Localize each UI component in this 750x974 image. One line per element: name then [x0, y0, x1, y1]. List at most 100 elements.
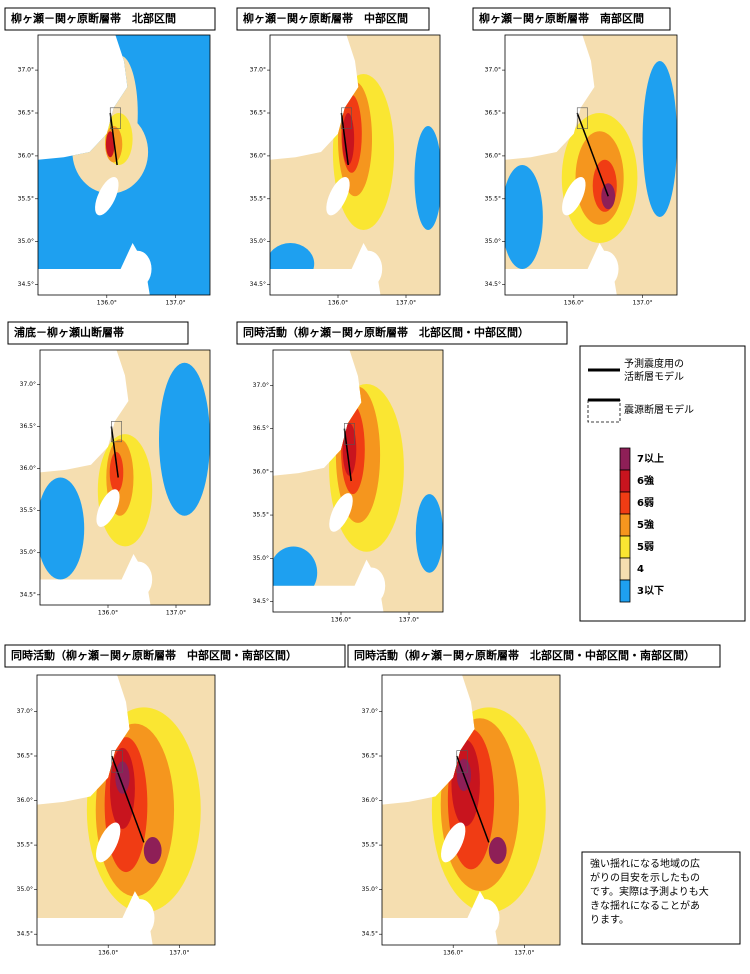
panel-title: 同時活動（柳ヶ瀬－関ヶ原断層帯 北部区間・中部区間・南部区間） — [354, 648, 695, 662]
note-text: きな揺れになることがあ — [590, 899, 700, 912]
note-text: ります。 — [590, 914, 629, 926]
map-frame — [36, 674, 216, 946]
map-frame — [504, 34, 678, 296]
panel-title-box — [347, 644, 721, 668]
map-panel: 同時活動（柳ヶ瀬－関ヶ原断層帯 北部区間・中部区間） 37.0° 36.5° 36.0… — [236, 321, 568, 624]
lat-tick-label: 36.5° — [17, 753, 33, 760]
source-fault — [341, 107, 352, 129]
note-box — [581, 851, 741, 945]
ise-bay — [358, 567, 386, 605]
lat-tick-label: 35.5° — [253, 512, 269, 519]
lat-tick-label: 36.0° — [253, 468, 269, 475]
panel-title: 同時活動（柳ヶ瀬－関ヶ原断層帯 中部区間・南部区間） — [11, 648, 297, 662]
legend-label: 5強 — [637, 518, 654, 531]
lon-tick-label: 136.0° — [97, 300, 117, 307]
source-fault — [456, 750, 468, 773]
intensity-zone — [415, 494, 443, 573]
ise-bay — [591, 250, 619, 288]
lat-tick-label: 37.0° — [20, 381, 36, 388]
map — [505, 35, 677, 295]
lat-tick-label: 37.0° — [253, 382, 269, 389]
lat-tick-label: 34.5° — [362, 931, 378, 938]
map-frame — [272, 349, 444, 613]
legend-swatch — [619, 447, 631, 471]
legend-swatch — [619, 513, 631, 537]
lake-biwa — [329, 493, 353, 532]
fault — [343, 428, 352, 482]
lat-tick-label: 36.5° — [20, 423, 36, 430]
map — [382, 675, 560, 945]
ise-bay — [126, 899, 155, 937]
legend-label: 6弱 — [637, 497, 654, 509]
lon-tick-label: 136.0° — [331, 617, 351, 624]
map-panel: 柳ヶ瀬－関ヶ原断層帯 中部区間 37.0° 36.5° 36.0° 35.5° 35.0°… — [236, 7, 441, 307]
ise-bay — [123, 250, 152, 288]
panel-title: 柳ヶ瀬－関ヶ原断層帯 南部区間 — [479, 11, 644, 25]
lat-tick-label: 37.0° — [485, 67, 501, 74]
lon-tick-label: 137.0° — [169, 950, 189, 957]
legend-label: 3以下 — [637, 585, 664, 597]
panel-title-box — [236, 321, 568, 345]
map-panel: 同時活動（柳ヶ瀬－関ヶ原断層帯 北部区間・中部区間・南部区間） 37.0° 36.5… — [347, 644, 721, 957]
lat-tick-label: 34.5° — [20, 591, 36, 598]
lake-biwa — [562, 177, 586, 216]
intensity-zone — [159, 362, 210, 516]
legend-source-text: 震源断層モデル — [624, 403, 694, 416]
map — [270, 35, 440, 295]
intensity-zone — [488, 837, 507, 864]
lon-tick-label: 137.0° — [166, 610, 186, 617]
map-panel: 柳ヶ瀬－関ヶ原断層帯 北部区間 37.0° 36.5° 36.0° 35.5° 35.0°… — [4, 7, 216, 307]
lat-tick-label: 35.5° — [20, 507, 36, 514]
legend-swatch — [619, 491, 631, 515]
map-panel: 同時活動（柳ヶ瀬－関ヶ原断層帯 中部区間・南部区間） 37.0° 36.5° 36.0… — [4, 644, 346, 957]
lat-tick-label: 36.0° — [18, 152, 34, 159]
lat-tick-label: 36.0° — [20, 465, 36, 472]
panel-title-box — [236, 7, 430, 31]
lake-biwa — [95, 177, 119, 216]
note-text: 強い揺れになる地域の広 — [590, 857, 700, 870]
lon-tick-label: 136.0° — [98, 610, 118, 617]
lat-tick-label: 34.5° — [250, 281, 266, 288]
fault — [110, 426, 119, 478]
panel-title: 柳ヶ瀬－関ヶ原断層帯 北部区間 — [11, 11, 176, 25]
intensity-zone — [115, 761, 130, 794]
lake-biwa — [96, 489, 120, 527]
ise-bay — [471, 899, 500, 937]
fault — [340, 112, 349, 166]
fault — [109, 112, 118, 166]
lat-tick-label: 35.5° — [17, 842, 33, 849]
legend-label: 4 — [637, 564, 644, 575]
panel-title-box — [472, 7, 671, 31]
lat-tick-label: 35.0° — [17, 886, 33, 893]
lon-tick-label: 137.0° — [396, 300, 416, 307]
lat-tick-label: 36.0° — [250, 152, 266, 159]
legend-box — [579, 345, 746, 622]
lat-tick-label: 37.0° — [362, 708, 378, 715]
ise-bay — [355, 250, 383, 288]
lat-tick-label: 34.5° — [17, 931, 33, 938]
map — [38, 35, 210, 295]
fault — [456, 755, 490, 843]
legend-fault-text: 予測震度用の — [624, 357, 684, 370]
panel-title: 柳ヶ瀬－関ヶ原断層帯 中部区間 — [243, 11, 408, 25]
lake-biwa — [441, 822, 466, 863]
lat-tick-label: 35.0° — [20, 549, 36, 556]
lat-tick-label: 36.0° — [362, 797, 378, 804]
lat-tick-label: 37.0° — [250, 67, 266, 74]
lat-tick-label: 34.5° — [18, 281, 34, 288]
intensity-zone — [642, 61, 677, 217]
legend-fault-text: 活断層モデル — [624, 370, 684, 383]
lat-tick-label: 36.5° — [362, 753, 378, 760]
legend-label: 5弱 — [637, 541, 654, 553]
fault — [111, 755, 145, 843]
note-text: がりの目安を示したもの — [590, 871, 700, 884]
lon-tick-label: 136.0° — [328, 300, 348, 307]
intensity-zone — [273, 546, 318, 599]
intensity-zone — [414, 126, 440, 230]
legend-label: 7以上 — [637, 452, 664, 465]
intensity-zone — [40, 477, 85, 580]
intensity-zone — [105, 131, 115, 158]
map-frame — [37, 34, 211, 296]
lat-tick-label: 35.0° — [362, 886, 378, 893]
